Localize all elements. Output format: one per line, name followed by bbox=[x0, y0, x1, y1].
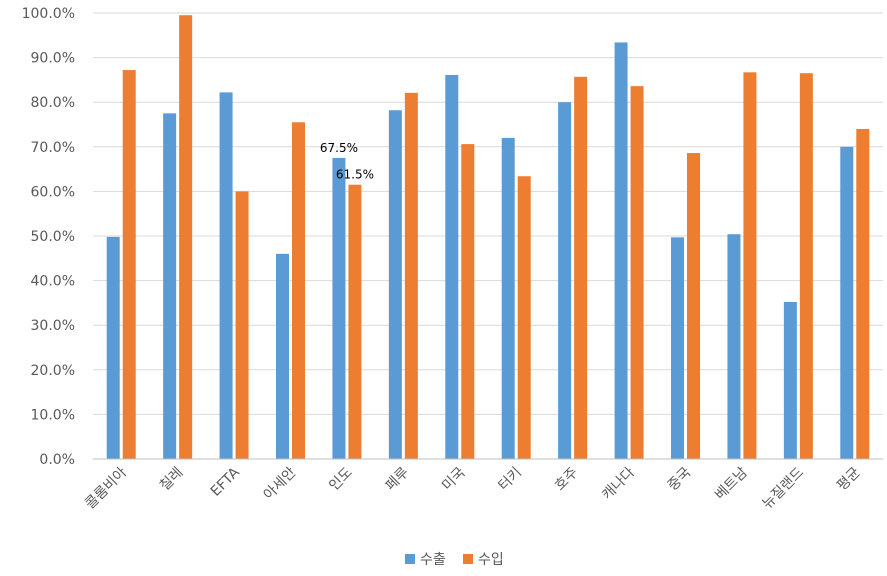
x-tick-label: 칠레 bbox=[157, 465, 187, 495]
bar-import bbox=[743, 72, 757, 460]
x-tick-label: 캐나다 bbox=[599, 464, 638, 503]
bar-import bbox=[122, 70, 136, 459]
x-tick-label: 중국 bbox=[665, 464, 695, 494]
x-tick-label: 미국 bbox=[439, 464, 469, 494]
bar-import bbox=[235, 191, 249, 459]
bar-export bbox=[727, 234, 741, 459]
bar-import bbox=[630, 86, 644, 460]
y-tick-label: 30.0% bbox=[31, 318, 75, 334]
legend-label: 수출 bbox=[420, 552, 446, 568]
data-label: 67.5% bbox=[320, 141, 358, 155]
bar-export bbox=[332, 157, 346, 459]
y-tick-label: 40.0% bbox=[31, 274, 75, 290]
y-tick-label: 60.0% bbox=[31, 184, 75, 200]
y-tick-label: 20.0% bbox=[31, 363, 75, 379]
bar-export bbox=[106, 236, 120, 459]
legend-swatch bbox=[405, 554, 415, 564]
data-label: 61.5% bbox=[336, 168, 374, 182]
x-tick-label: 호주 bbox=[552, 464, 582, 494]
bar-import bbox=[574, 76, 588, 459]
legend-swatch bbox=[463, 554, 473, 564]
x-tick-label: 터키 bbox=[496, 465, 526, 495]
bar-export bbox=[671, 237, 684, 459]
bar-export bbox=[163, 113, 177, 459]
legend-label: 수입 bbox=[478, 552, 504, 568]
x-tick-label: EFTA bbox=[208, 464, 243, 499]
bar-export bbox=[614, 42, 628, 459]
bar-import bbox=[799, 73, 813, 460]
bar-export bbox=[388, 110, 402, 459]
x-tick-label: 아세안 bbox=[261, 464, 300, 503]
bar-export bbox=[276, 253, 289, 459]
bar-import bbox=[517, 176, 531, 459]
y-tick-label: 80.0% bbox=[31, 95, 75, 111]
x-tick-label: 뉴질랜드 bbox=[759, 464, 807, 512]
y-tick-label: 0.0% bbox=[39, 452, 75, 468]
x-tick-label: 베트남 bbox=[712, 464, 751, 503]
y-tick-label: 10.0% bbox=[31, 407, 75, 423]
bar-export bbox=[558, 102, 572, 459]
bar-export bbox=[219, 92, 233, 459]
y-tick-label: 70.0% bbox=[31, 140, 75, 156]
bar-import bbox=[856, 128, 870, 459]
x-tick-label: 페루 bbox=[383, 464, 413, 494]
x-tick-label: 콜롬비아 bbox=[82, 464, 130, 512]
bar-import bbox=[461, 144, 475, 459]
bar-import bbox=[292, 122, 305, 460]
y-tick-label: 90.0% bbox=[31, 51, 75, 67]
y-tick-label: 100.0% bbox=[22, 6, 75, 22]
bar-import bbox=[404, 92, 418, 460]
bar-import bbox=[179, 15, 193, 459]
y-tick-label: 50.0% bbox=[31, 229, 75, 245]
x-tick-label: 인도 bbox=[326, 464, 356, 494]
bar-export bbox=[501, 137, 515, 459]
bar-import bbox=[687, 153, 700, 459]
bar-export bbox=[840, 146, 854, 460]
bar-import bbox=[348, 184, 362, 459]
bar-export bbox=[445, 74, 459, 459]
x-tick-label: 평균 bbox=[834, 464, 864, 494]
bar-export bbox=[783, 302, 797, 459]
